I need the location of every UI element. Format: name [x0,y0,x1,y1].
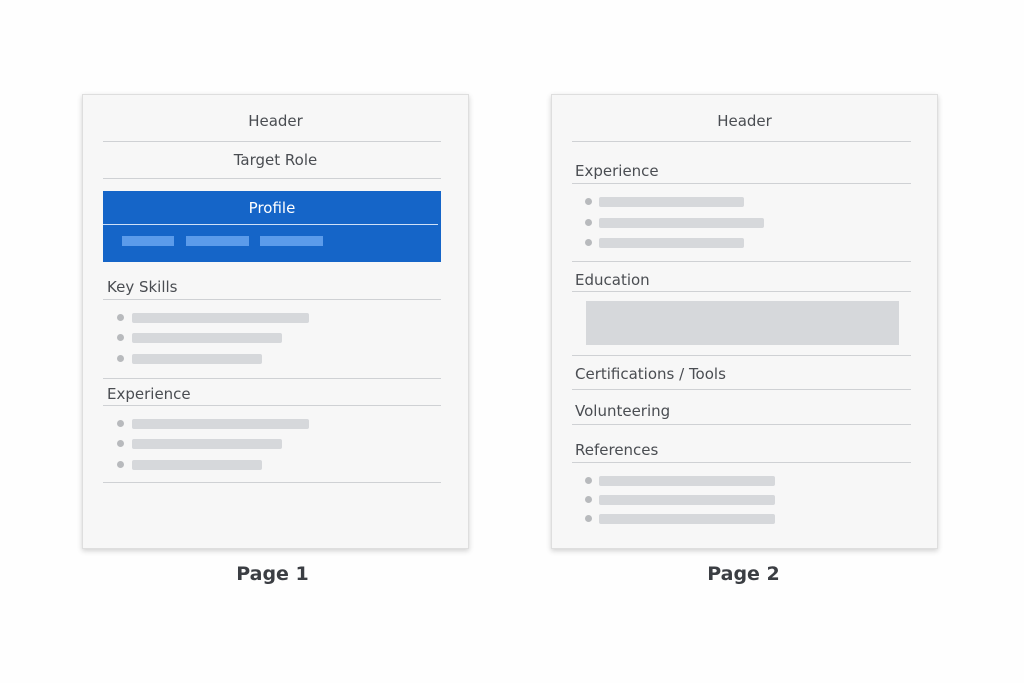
education-title: Education [575,271,650,289]
bullet-icon [585,477,592,484]
divider [103,141,441,142]
profile-chip [260,236,323,246]
header-section: Header [248,112,303,130]
divider [103,178,441,179]
placeholder-line [132,439,282,449]
experience-title: Experience [575,162,659,180]
placeholder-line [132,333,282,343]
page-1-label: Page 1 [236,563,309,585]
placeholder-line [132,419,309,429]
divider [572,462,911,463]
certifications-title: Certifications / Tools [575,365,726,383]
education-placeholder-block [586,301,899,345]
references-title: References [575,441,659,459]
placeholder-line [132,460,262,470]
bullet-icon [585,219,592,226]
experience-title: Experience [107,385,191,403]
volunteering-title: Volunteering [575,402,671,420]
page-2: Header Experience Education Certificatio… [551,94,938,549]
bullet-icon [117,334,124,341]
placeholder-line [599,476,775,486]
bullet-icon [117,420,124,427]
bullet-icon [585,239,592,246]
profile-chip [186,236,249,246]
divider [572,291,911,292]
bullet-icon [585,198,592,205]
divider [572,355,911,356]
bullet-icon [117,314,124,321]
divider [572,424,911,425]
divider [572,141,911,142]
placeholder-line [132,313,309,323]
profile-section: Profile [103,191,441,262]
divider [572,261,911,262]
bullet-icon [585,515,592,522]
bullet-icon [117,461,124,468]
placeholder-line [599,197,744,207]
bullet-icon [117,355,124,362]
placeholder-line [599,495,775,505]
placeholder-line [132,354,262,364]
profile-title: Profile [248,199,296,217]
header-section: Header [717,112,772,130]
bullet-icon [117,440,124,447]
divider [572,389,911,390]
divider [103,482,441,483]
bullet-icon [585,496,592,503]
target-role-section: Target Role [233,151,318,169]
divider [572,183,911,184]
placeholder-line [599,238,744,248]
divider [103,405,441,406]
divider [103,378,441,379]
page-1: Header Target Role Profile Key Skills Ex… [82,94,469,549]
divider [103,299,441,300]
placeholder-line [599,514,775,524]
key-skills-title: Key Skills [107,278,178,296]
divider [103,224,438,225]
profile-chip [122,236,174,246]
placeholder-line [599,218,764,228]
page-2-label: Page 2 [707,563,780,585]
